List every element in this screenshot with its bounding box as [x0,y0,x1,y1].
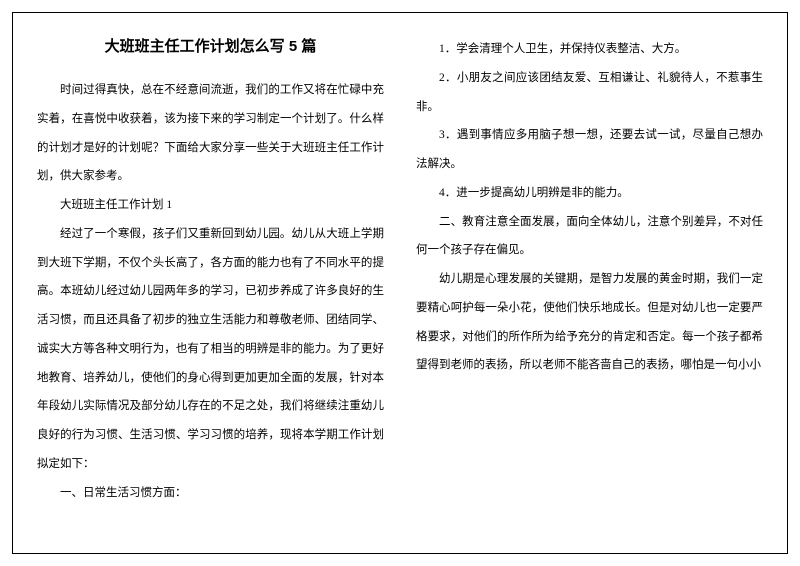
paragraph-body-1: 经过了一个寒假，孩子们又重新回到幼儿园。幼儿从大班上学期到大班下学期，不仅个头长… [37,220,384,479]
section-heading-part2: 二、教育注意全面发展，面向全体幼儿，注意个别差异，不对任何一个孩子存在偏见。 [416,208,763,266]
list-item-2: 2．小朋友之间应该团结友爱、互相谦让、礼貌待人，不惹事生非。 [416,64,763,122]
document-page: 大班班主任工作计划怎么写 5 篇 时间过得真快，总在不经意间流逝，我们的工作又将… [12,12,788,554]
list-item-3: 3．遇到事情应多用脑子想一想，还要去试一试，尽量自己想办法解决。 [416,121,763,179]
document-title: 大班班主任工作计划怎么写 5 篇 [37,35,384,56]
paragraph-intro: 时间过得真快，总在不经意间流逝，我们的工作又将在忙碌中充实着，在喜悦中收获着，该… [37,76,384,191]
section-heading-part1: 一、日常生活习惯方面： [37,479,384,508]
list-item-1: 1．学会清理个人卫生，并保持仪表整洁、大方。 [416,35,763,64]
paragraph-body-2: 幼儿期是心理发展的关键期，是智力发展的黄金时期，我们一定要精心呵护每一朵小花，使… [416,265,763,380]
list-item-4: 4．进一步提高幼儿明辨是非的能力。 [416,179,763,208]
section-heading-plan1: 大班班主任工作计划 1 [37,191,384,220]
